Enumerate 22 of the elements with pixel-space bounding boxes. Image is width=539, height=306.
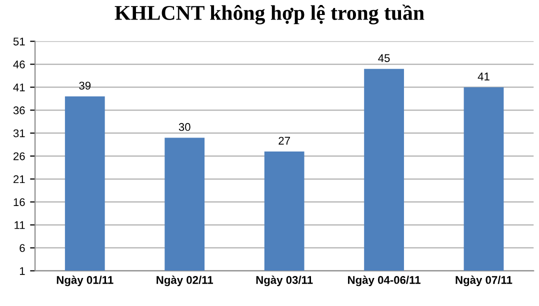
y-tick-label: 51	[13, 38, 25, 46]
data-label: 27	[278, 136, 290, 145]
chart-title: KHLCNT không hợp lệ trong tuần	[114, 4, 424, 24]
data-label: 30	[178, 123, 190, 131]
y-tick-label: 26	[14, 152, 25, 160]
y-tick-label: 31	[13, 129, 25, 138]
y-tick-label: 1	[20, 267, 25, 275]
y-tick-label: 16	[14, 198, 25, 206]
x-tick-label: Ngày 07/11	[456, 276, 512, 286]
x-tick-label: Ngày 04-06/11	[348, 276, 420, 286]
y-tick-label: 36	[13, 106, 25, 114]
y-tick-label: 46	[13, 60, 25, 68]
y-tick-label: 21	[14, 175, 25, 184]
data-label: 45	[378, 54, 390, 62]
x-tick-label: Ngày 02/11	[156, 276, 214, 286]
y-tick-label: 41	[13, 84, 25, 92]
x-tick-label: Ngày 01/11	[56, 276, 114, 286]
x-tick-label: Ngày 03/11	[256, 276, 313, 286]
y-tick-label: 11	[14, 221, 25, 229]
y-tick-label: 6	[20, 244, 25, 252]
data-label: 39	[79, 82, 91, 90]
data-label: 41	[478, 72, 490, 80]
